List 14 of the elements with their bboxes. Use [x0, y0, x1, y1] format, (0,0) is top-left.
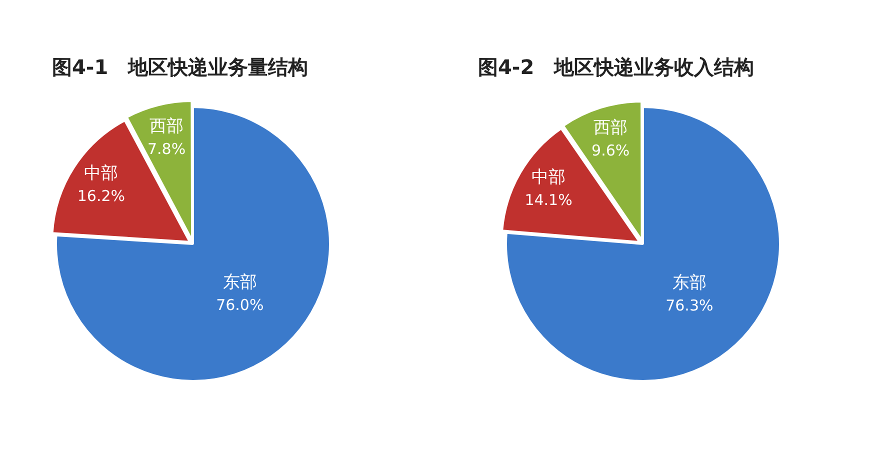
data-label: 9.6% — [592, 142, 630, 160]
data-label: 14.1% — [524, 191, 572, 210]
data-label: 76.3% — [666, 296, 714, 314]
slice-label: 中部 — [532, 168, 566, 188]
chart-title: 图4-2 地区快递业务收入结构 — [477, 54, 756, 81]
chart-title: 图4-1 地区快递业务量结构 — [51, 54, 310, 81]
slice-label: 西部 — [594, 118, 628, 138]
slice-label: 东部 — [672, 272, 706, 293]
data-label: 76.0% — [216, 296, 264, 314]
slice-label: 西部 — [150, 116, 184, 137]
slice-label: 中部 — [84, 163, 118, 184]
slice-label: 东部 — [222, 272, 257, 292]
data-label: 7.8% — [147, 140, 186, 158]
data-label: 16.2% — [77, 186, 126, 205]
